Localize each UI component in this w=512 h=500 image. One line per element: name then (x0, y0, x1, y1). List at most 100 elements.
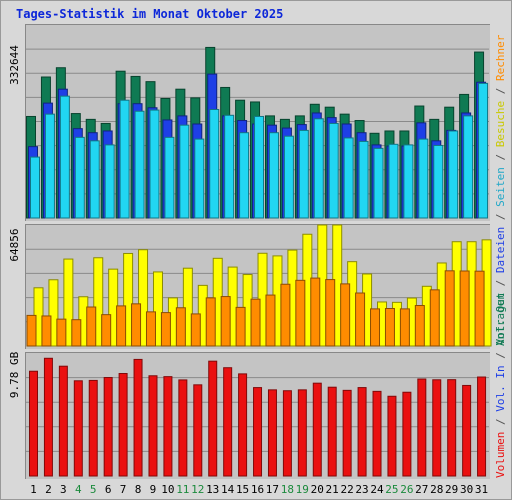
bar-seiten (74, 136, 85, 219)
bar-volumen (148, 375, 158, 477)
bar-seiten (433, 144, 444, 219)
bar-volumen (103, 377, 113, 477)
day-label: 27 (415, 483, 428, 496)
y-axis-max-label: 64856 (8, 228, 21, 261)
bar-seiten (403, 144, 414, 219)
legend-entry: / (494, 346, 507, 366)
bar-rechner (474, 270, 485, 347)
legend-entry: Dateien (494, 227, 507, 273)
bar-volumen (58, 365, 68, 477)
bar-seiten (179, 124, 190, 219)
bar-seiten (164, 136, 175, 219)
bar-rechner (250, 298, 261, 347)
bar-volumen (357, 387, 367, 477)
legend-entry: Volumen (494, 432, 507, 478)
bar-volumen (267, 389, 277, 477)
bar-rechner (220, 296, 231, 347)
bar-volumen (297, 389, 307, 477)
bar-seiten (463, 115, 474, 219)
day-label: 11 (176, 483, 189, 496)
bar-volumen (178, 379, 188, 477)
bar-seiten (373, 147, 384, 219)
bar-volumen (238, 373, 248, 477)
day-label: 1 (30, 483, 37, 496)
bar-seiten (194, 138, 205, 219)
bar-rechner (116, 305, 127, 347)
day-label: 22 (340, 483, 353, 496)
day-label: 30 (460, 483, 473, 496)
bar-seiten (298, 129, 309, 219)
legend-entry: Vol. In (494, 365, 507, 411)
legend-entry: / (494, 412, 507, 432)
legend-entry: / (494, 147, 507, 167)
bar-volumen (312, 382, 322, 477)
bar-volumen (387, 395, 397, 477)
bar-seiten (328, 122, 339, 219)
bar-volumen (282, 390, 292, 477)
bar-rechner (71, 319, 82, 347)
bar-rechner (26, 314, 37, 347)
bar-seiten (30, 156, 40, 219)
day-label: 21 (326, 483, 339, 496)
bar-volumen (327, 386, 337, 477)
bar-volumen (417, 378, 427, 477)
bar-rechner (86, 306, 97, 347)
bar-besuche (182, 267, 193, 347)
day-label: 7 (120, 483, 127, 496)
bar-volumen (163, 376, 173, 477)
bar-seiten (283, 135, 294, 219)
bar-seiten (358, 140, 369, 219)
bar-rechner (444, 270, 455, 347)
bar-volumen (88, 379, 98, 477)
day-label: 25 (385, 483, 398, 496)
bar-seiten (89, 140, 100, 219)
bar-rechner (160, 312, 171, 347)
bar-rechner (145, 311, 156, 347)
legend-entry: Seiten (494, 167, 507, 207)
bar-volumen (477, 376, 487, 477)
bar-volumen (342, 389, 352, 477)
bar-besuche (93, 257, 104, 347)
bar-besuche (138, 249, 149, 347)
bar-rechner (235, 306, 246, 347)
bar-seiten (44, 113, 55, 219)
bar-seiten (268, 132, 279, 219)
bar-seiten (254, 115, 265, 219)
day-label: 5 (90, 483, 97, 496)
bar-seiten (448, 130, 459, 219)
bar-volumen (73, 380, 83, 477)
bar-volumen (193, 384, 203, 477)
day-label: 24 (370, 483, 384, 496)
day-label: 14 (221, 483, 235, 496)
bar-volumen (253, 387, 263, 477)
bar-seiten (119, 99, 130, 219)
bar-rechner (41, 315, 52, 347)
day-label: 28 (430, 483, 443, 496)
day-label: 19 (296, 483, 309, 496)
day-label: 29 (445, 483, 458, 496)
bar-seiten (478, 82, 489, 219)
day-label: 26 (400, 483, 413, 496)
bar-seiten (388, 143, 399, 219)
bar-volumen (447, 379, 457, 477)
legend-entry: / (494, 81, 507, 101)
bar-seiten (224, 114, 235, 219)
bar-rechner (175, 307, 186, 347)
day-label: 16 (251, 483, 264, 496)
bar-seiten (104, 144, 115, 219)
day-label: 4 (75, 483, 82, 496)
bar-volumen (372, 390, 382, 477)
bar-seiten (134, 110, 145, 219)
day-label: 6 (105, 483, 112, 496)
day-label: 12 (191, 483, 204, 496)
bar-seiten (209, 109, 220, 219)
legend-entry: Besuche (494, 101, 507, 147)
legend-entry: / (494, 273, 507, 293)
day-label: 8 (135, 483, 142, 496)
bar-rechner (101, 314, 112, 347)
bar-volumen (462, 384, 472, 477)
legend-entry: Anfragen (494, 293, 507, 346)
bar-rechner (399, 308, 410, 347)
